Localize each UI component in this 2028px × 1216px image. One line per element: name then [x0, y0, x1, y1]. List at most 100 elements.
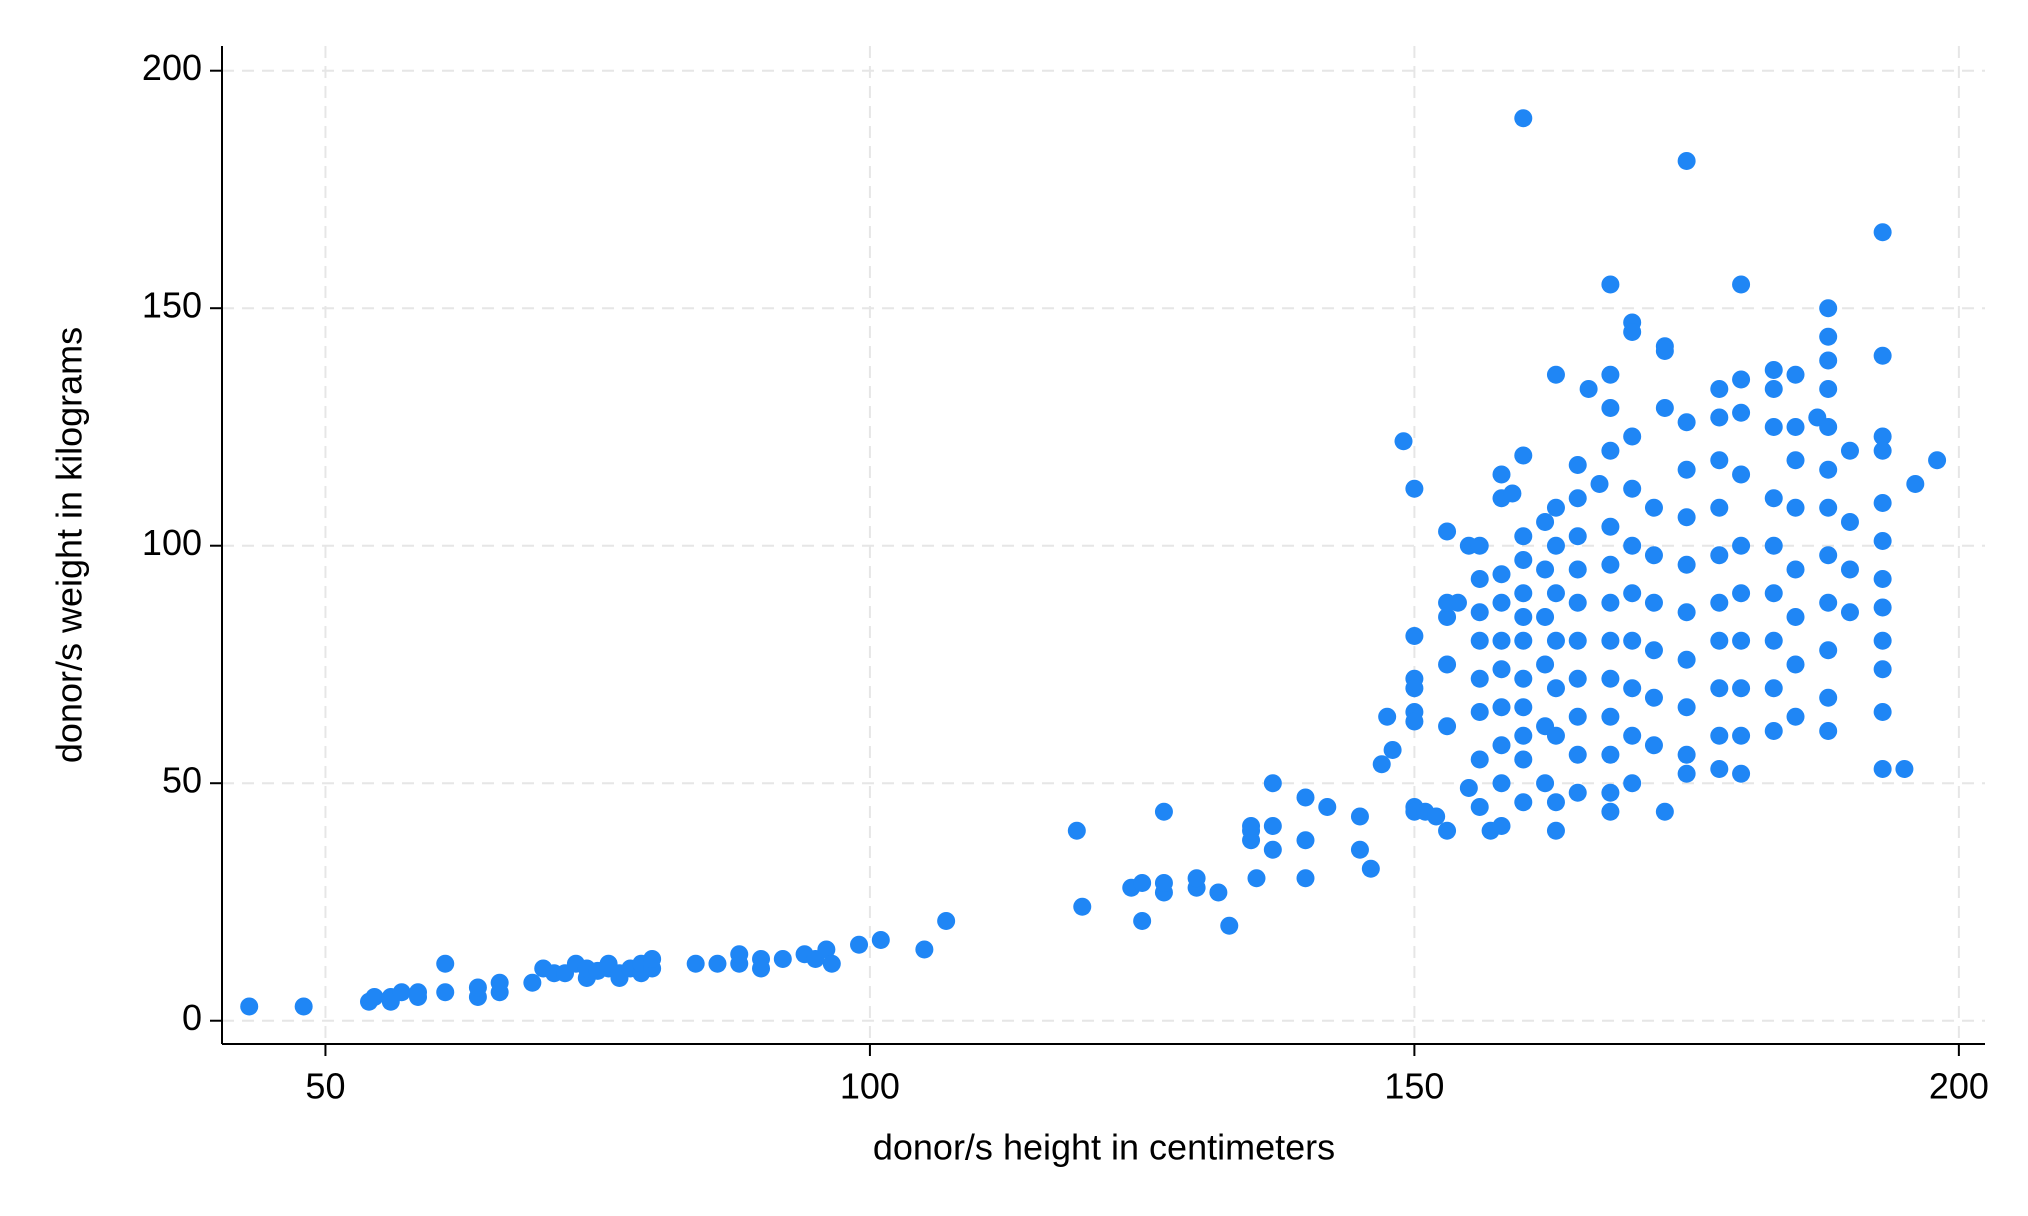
point	[1873, 346, 1892, 365]
point	[1154, 802, 1173, 821]
point	[1644, 498, 1663, 517]
point	[1568, 489, 1587, 508]
point	[1492, 698, 1511, 717]
point	[1895, 759, 1914, 778]
point	[1514, 109, 1533, 128]
point	[1601, 631, 1620, 650]
point	[365, 987, 384, 1006]
point	[1655, 398, 1674, 417]
point	[1623, 679, 1642, 698]
point	[1263, 816, 1282, 835]
point	[686, 954, 705, 973]
point	[1732, 631, 1751, 650]
point	[1263, 774, 1282, 793]
point	[1873, 660, 1892, 679]
point	[1350, 840, 1369, 859]
point	[1492, 816, 1511, 835]
point	[1677, 413, 1696, 432]
point	[1677, 151, 1696, 170]
point	[1067, 821, 1086, 840]
point	[1470, 797, 1489, 816]
point	[1492, 593, 1511, 612]
point	[1514, 698, 1533, 717]
point	[1448, 593, 1467, 612]
y-tick-label: 0	[182, 997, 202, 1038]
point	[1623, 631, 1642, 650]
point	[1623, 322, 1642, 341]
point	[1405, 626, 1424, 645]
point	[1710, 593, 1729, 612]
point	[1601, 555, 1620, 574]
point	[1536, 560, 1555, 579]
y-tick-label: 100	[142, 522, 202, 563]
point	[1732, 403, 1751, 422]
point	[1394, 432, 1413, 451]
point	[490, 973, 509, 992]
point	[409, 983, 428, 1002]
point	[937, 911, 956, 930]
point	[1819, 688, 1838, 707]
point	[1546, 793, 1565, 812]
point	[1764, 631, 1783, 650]
point	[752, 949, 771, 968]
point	[1601, 441, 1620, 460]
point	[1492, 465, 1511, 484]
point	[1732, 275, 1751, 294]
point	[1514, 527, 1533, 546]
point	[1514, 631, 1533, 650]
point	[1601, 593, 1620, 612]
point	[1873, 223, 1892, 242]
point	[1655, 802, 1674, 821]
point	[1819, 327, 1838, 346]
point	[1840, 560, 1859, 579]
point	[1786, 417, 1805, 436]
point	[708, 954, 727, 973]
point	[1438, 821, 1457, 840]
point	[1677, 508, 1696, 527]
point	[1644, 736, 1663, 755]
point	[1873, 427, 1892, 446]
point	[1568, 527, 1587, 546]
point	[1732, 536, 1751, 555]
point	[1514, 607, 1533, 626]
point	[1187, 869, 1206, 888]
point	[1644, 593, 1663, 612]
x-tick-label: 50	[305, 1066, 345, 1107]
point	[1840, 512, 1859, 531]
point	[1819, 641, 1838, 660]
point	[1427, 807, 1446, 826]
point	[1133, 911, 1152, 930]
point	[1819, 460, 1838, 479]
point	[1579, 379, 1598, 398]
point	[1568, 669, 1587, 688]
point	[1873, 569, 1892, 588]
point	[1405, 679, 1424, 698]
point	[1247, 869, 1266, 888]
point	[1764, 379, 1783, 398]
point	[1732, 370, 1751, 389]
point	[1470, 750, 1489, 769]
point	[822, 954, 841, 973]
point	[1732, 764, 1751, 783]
point	[1514, 726, 1533, 745]
point	[1840, 603, 1859, 622]
y-tick-label: 150	[142, 285, 202, 326]
point	[1568, 707, 1587, 726]
point	[1873, 759, 1892, 778]
point	[1209, 883, 1228, 902]
point	[1492, 631, 1511, 650]
point	[1601, 275, 1620, 294]
point	[1372, 755, 1391, 774]
point	[1438, 607, 1457, 626]
point	[1459, 778, 1478, 797]
point	[730, 945, 749, 964]
point	[1764, 584, 1783, 603]
point	[1536, 607, 1555, 626]
point	[643, 949, 662, 968]
point	[1710, 379, 1729, 398]
point	[1514, 793, 1533, 812]
point	[436, 954, 455, 973]
point	[1644, 546, 1663, 565]
point	[1405, 479, 1424, 498]
